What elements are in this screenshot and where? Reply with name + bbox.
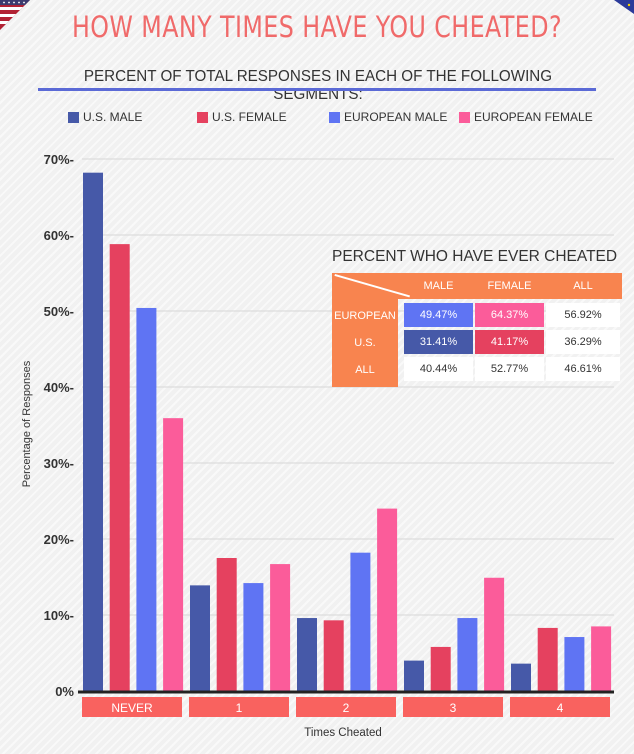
legend-swatch-european-female <box>459 111 470 123</box>
y-tick-label: 40%- <box>44 380 74 395</box>
category-band <box>296 697 396 717</box>
legend-item-european-male: EUROPEAN MALE <box>329 110 447 124</box>
legend-label: U.S. FEMALE <box>212 110 287 124</box>
bar-us-female-2 <box>323 620 344 691</box>
eu-flag-icon <box>614 0 634 14</box>
category-band <box>189 697 289 717</box>
bar-us-female-4 <box>537 627 558 691</box>
bar-us-female-never <box>109 244 130 691</box>
table-row-header: ALL <box>355 363 375 376</box>
bars <box>83 172 612 691</box>
legend-item-us-male: U.S. MALE <box>68 110 142 124</box>
y-axis-ticks: 0% 10%- 20%- 30%- 40%- 50%- 60%- 70%- <box>44 152 75 699</box>
y-tick-label: 0% <box>55 684 74 699</box>
category-band <box>510 697 610 717</box>
table-column-header: FEMALE <box>487 280 532 292</box>
table-row-header-column <box>332 273 398 387</box>
bar-european-male-2 <box>350 552 371 691</box>
bar-us-male-4 <box>511 663 531 691</box>
table-cell: 52.77% <box>475 357 544 381</box>
y-axis-label: Percentage of Responses <box>21 360 33 487</box>
x-axis-label: Times Cheated <box>304 727 382 739</box>
x-category-label: 4 <box>557 701 564 715</box>
subtitle-underline <box>38 88 596 91</box>
bar-us-female-3 <box>430 646 451 691</box>
table-title: PERCENT WHO HAVE EVER CHEATED <box>332 248 618 265</box>
legend-label: EUROPEAN MALE <box>344 110 448 124</box>
category-band <box>82 697 182 717</box>
bar-us-male-3 <box>404 660 424 691</box>
legend-item-us-female: U.S. FEMALE <box>197 110 287 124</box>
x-category-label: NEVER <box>111 701 153 715</box>
legend-label: EUROPEAN FEMALE <box>474 110 593 124</box>
table-cell: 46.61% <box>546 357 620 381</box>
x-category-label: 2 <box>343 701 350 715</box>
legend-swatch-european-male <box>329 111 340 123</box>
table-column-header: MALE <box>423 280 454 292</box>
table-row-header: EUROPEAN <box>334 309 396 322</box>
table-cell: 49.47% <box>404 303 473 327</box>
bar-european-female-3 <box>484 577 505 691</box>
x-category-label: 1 <box>236 701 243 715</box>
bar-european-male-4 <box>564 637 585 691</box>
legend-label: U.S. MALE <box>83 110 143 124</box>
table-cell: 31.41% <box>404 330 473 354</box>
y-tick-label: 30%- <box>44 456 74 471</box>
legend-swatch-us-female <box>197 111 208 123</box>
y-tick-label: 50%- <box>44 304 74 319</box>
table-cell: 64.37% <box>475 303 544 327</box>
bar-us-male-2 <box>297 618 317 691</box>
y-tick-label: 10%- <box>44 608 74 623</box>
us-flag-icon <box>0 0 30 30</box>
table-cell: 36.29% <box>546 330 620 354</box>
bar-european-female-2 <box>377 508 398 691</box>
table-cell: 40.44% <box>404 357 473 381</box>
table-column-header: ALL <box>573 280 593 292</box>
bar-us-male-1 <box>190 585 210 691</box>
bar-european-male-1 <box>243 583 264 691</box>
legend-swatch-us-male <box>68 111 79 123</box>
table-cell: 41.17% <box>475 330 544 354</box>
table-cell: 56.92% <box>546 303 620 327</box>
table-row-header: U.S. <box>354 336 376 349</box>
bar-european-female-4 <box>591 626 612 691</box>
ever-cheated-table: PERCENT WHO HAVE EVER CHEATED MALE FEMALE… <box>332 248 622 388</box>
x-category-label: 3 <box>450 701 457 715</box>
y-tick-label: 70%- <box>44 152 74 167</box>
legend: U.S. MALE U.S. FEMALE EUROPEAN MALE EURO… <box>0 110 634 126</box>
y-tick-label: 20%- <box>44 532 74 547</box>
bar-us-female-1 <box>216 558 237 691</box>
y-tick-label: 60%- <box>44 228 74 243</box>
chart-title: HOW MANY TIMES HAVE YOU CHEATED? <box>71 10 562 44</box>
category-band <box>403 697 503 717</box>
x-axis-categories: NEVER 1 2 3 4 <box>82 697 610 717</box>
legend-item-european-female: EUROPEAN FEMALE <box>459 110 593 124</box>
bar-european-male-never <box>136 307 157 691</box>
bar-us-male-never <box>83 172 103 691</box>
bar-european-female-1 <box>270 564 291 691</box>
table-grid: MALE FEMALE ALL EUROPEAN 49.47% 64.37% 56.92% U… <box>332 273 622 388</box>
bar-european-male-3 <box>457 618 478 691</box>
bar-european-female-never <box>163 418 184 691</box>
